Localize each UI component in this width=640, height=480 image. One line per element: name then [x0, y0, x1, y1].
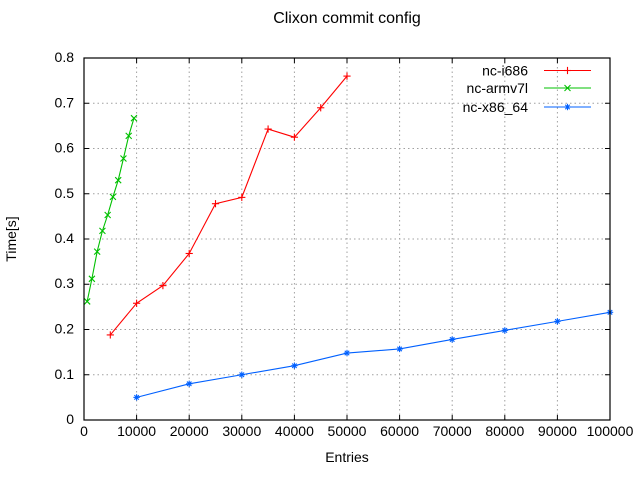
svg-text:0.5: 0.5	[55, 185, 75, 201]
svg-text:0.6: 0.6	[55, 140, 75, 156]
svg-text:nc-x86_64: nc-x86_64	[463, 99, 529, 115]
svg-text:100000: 100000	[587, 423, 634, 439]
svg-text:nc-armv7l: nc-armv7l	[467, 80, 528, 96]
svg-text:0.1: 0.1	[55, 366, 75, 382]
svg-text:10000: 10000	[117, 423, 156, 439]
svg-text:60000: 60000	[380, 423, 419, 439]
svg-text:0.4: 0.4	[55, 230, 75, 246]
svg-text:40000: 40000	[275, 423, 314, 439]
svg-text:Time[s]: Time[s]	[3, 216, 19, 261]
svg-text:0: 0	[66, 411, 74, 427]
svg-text:20000: 20000	[170, 423, 209, 439]
svg-text:Clixon commit config: Clixon commit config	[273, 10, 421, 27]
svg-text:80000: 80000	[485, 423, 524, 439]
svg-text:70000: 70000	[433, 423, 472, 439]
svg-text:0.7: 0.7	[55, 94, 75, 110]
svg-text:0: 0	[80, 423, 88, 439]
svg-text:50000: 50000	[328, 423, 367, 439]
svg-text:0.8: 0.8	[55, 49, 75, 65]
svg-text:30000: 30000	[222, 423, 261, 439]
svg-text:0.3: 0.3	[55, 275, 75, 291]
svg-text:Entries: Entries	[325, 449, 369, 465]
svg-text:0.2: 0.2	[55, 321, 75, 337]
svg-text:90000: 90000	[538, 423, 577, 439]
svg-text:nc-i686: nc-i686	[482, 63, 528, 79]
